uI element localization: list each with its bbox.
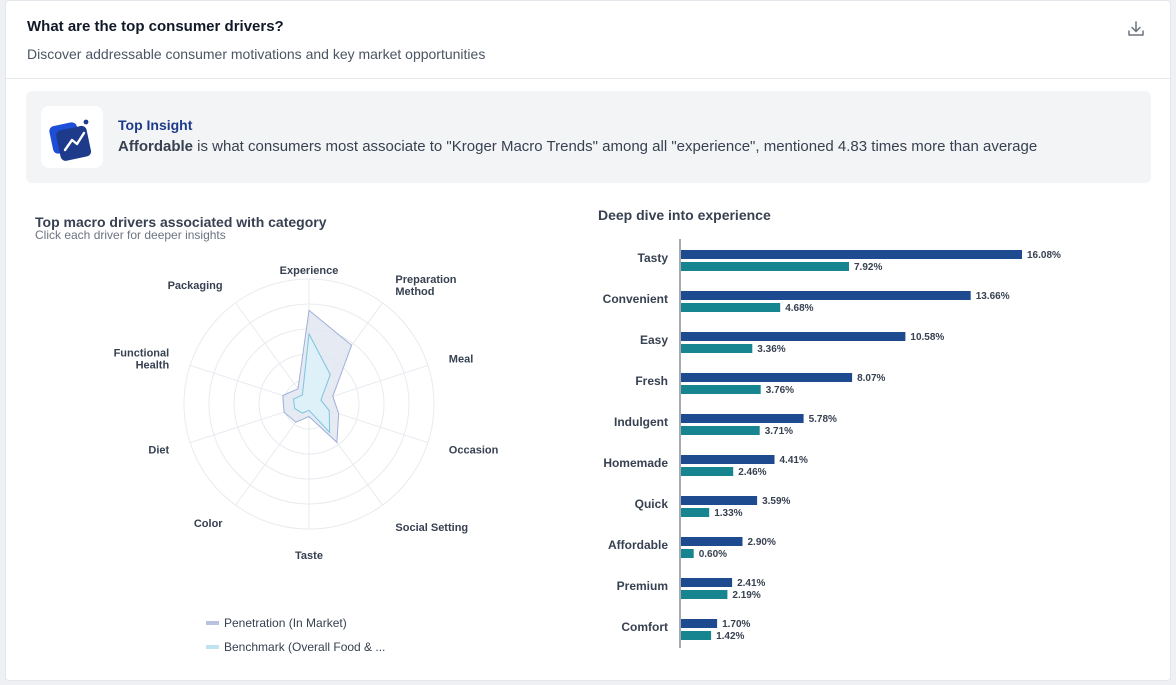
bar-quick-series-0[interactable]	[681, 496, 758, 505]
insight-highlight: Affordable	[118, 138, 193, 155]
radar-axis-label-line: Meal	[449, 354, 473, 366]
bar-category-label[interactable]: Fresh	[635, 374, 668, 388]
bar-homemade-series-1[interactable]	[681, 467, 734, 476]
legend-item-benchmark[interactable]: Benchmark (Overall Food & ...	[206, 635, 385, 659]
radar-axis-label-line: Diet	[148, 444, 169, 456]
insight-label: Top Insight	[118, 117, 193, 133]
radar-axis-label[interactable]: Taste	[295, 550, 323, 562]
bar-value-label: 0.60%	[699, 549, 727, 560]
bar-value-label: 10.58%	[910, 332, 944, 343]
radar-axis-label-line: Health	[136, 360, 170, 372]
legend-swatch-penetration	[206, 621, 219, 625]
bar-value-label: 16.08%	[1027, 250, 1061, 261]
insight-text: Affordable is what consumers most associ…	[118, 138, 1037, 155]
bar-value-label: 4.68%	[785, 303, 813, 314]
bar-chart: Tasty 16.08% 7.92% Convenient 13.66% 4.68% Eas…	[603, 239, 1061, 648]
drivers-card: What are the top consumer drivers? Disco…	[5, 0, 1171, 681]
bar-value-label: 1.70%	[722, 619, 750, 630]
bar-premium-series-1[interactable]	[681, 590, 728, 599]
radar-axis-label[interactable]: Diet	[148, 444, 169, 456]
legend-label-penetration: Penetration (In Market)	[224, 616, 347, 630]
bar-homemade-series-0[interactable]	[681, 455, 775, 464]
bars-title: Deep dive into experience	[598, 207, 771, 223]
radar-axis-label-line: Preparation	[395, 274, 456, 286]
radar-axis-label[interactable]: Meal	[449, 354, 473, 366]
bar-category-label[interactable]: Quick	[635, 497, 669, 511]
radar-legend: Penetration (In Market) Benchmark (Overa…	[206, 611, 385, 659]
radar-axis-label-line: Taste	[295, 550, 323, 562]
radar-axis-label-line: Experience	[280, 265, 339, 277]
radar-axis-label-line: Packaging	[168, 280, 223, 292]
bar-value-label: 3.36%	[757, 344, 785, 355]
radar-axis-label[interactable]: Preparation Method	[395, 274, 456, 298]
radar-axis-label[interactable]: Experience	[280, 265, 339, 277]
bar-value-label: 2.90%	[748, 537, 776, 548]
radar-title: Top macro drivers associated with catego…	[35, 214, 327, 230]
legend-item-penetration[interactable]: Penetration (In Market)	[206, 611, 385, 635]
bar-category-label[interactable]: Homemade	[603, 456, 668, 470]
radar-axis-label-line: Social Setting	[395, 522, 468, 534]
insight-body: is what consumers most associate to "Kro…	[193, 138, 1038, 155]
legend-swatch-benchmark	[206, 645, 219, 649]
bar-category-label[interactable]: Premium	[617, 579, 668, 593]
bar-category-label[interactable]: Tasty	[638, 251, 669, 265]
bar-value-label: 13.66%	[976, 291, 1010, 302]
legend-label-benchmark: Benchmark (Overall Food & ...	[224, 640, 386, 654]
bar-affordable-series-0[interactable]	[681, 537, 743, 546]
bar-indulgent-series-0[interactable]	[681, 414, 804, 423]
card-header: What are the top consumer drivers? Disco…	[6, 1, 1170, 79]
download-icon[interactable]	[1126, 19, 1146, 39]
bar-value-label: 1.42%	[716, 631, 744, 642]
radar-axis-label[interactable]: Functional Health	[114, 348, 170, 372]
bar-value-label: 3.71%	[765, 426, 793, 437]
bar-value-label: 3.76%	[766, 385, 794, 396]
bar-tasty-series-0[interactable]	[681, 250, 1022, 259]
bar-value-label: 4.41%	[780, 455, 808, 466]
bar-value-label: 3.59%	[762, 496, 790, 507]
bar-comfort-series-0[interactable]	[681, 619, 718, 628]
bar-affordable-series-1[interactable]	[681, 549, 694, 558]
radar-axis-label[interactable]: Color	[194, 518, 223, 530]
trend-chart-icon	[41, 106, 103, 168]
bar-category-label[interactable]: Convenient	[603, 292, 668, 306]
bar-category-label[interactable]: Affordable	[608, 538, 668, 552]
bar-category-label[interactable]: Easy	[640, 333, 668, 347]
bar-quick-series-1[interactable]	[681, 508, 710, 517]
radar-series-1	[292, 332, 331, 434]
bar-value-label: 2.46%	[738, 467, 766, 478]
radar-axis-label-line: Occasion	[449, 444, 499, 456]
card-subtitle: Discover addressable consumer motivation…	[27, 46, 486, 62]
radar-axis-label-line: Color	[194, 518, 223, 530]
bar-category-label[interactable]: Indulgent	[614, 415, 668, 429]
bar-easy-series-1[interactable]	[681, 344, 753, 353]
radar-axis-label-line: Functional	[114, 348, 170, 360]
bar-easy-series-0[interactable]	[681, 332, 906, 341]
bar-value-label: 2.19%	[732, 590, 760, 601]
radar-chart: Experience Preparation Method Meal Occasion S…	[114, 265, 499, 562]
radar-axis-label-line: Method	[395, 286, 434, 298]
bar-fresh-series-0[interactable]	[681, 373, 853, 382]
radar-spoke	[235, 302, 310, 405]
bar-convenient-series-0[interactable]	[681, 291, 971, 300]
bar-value-label: 7.92%	[854, 262, 882, 273]
top-insight-panel: Top Insight Affordable is what consumers…	[26, 91, 1151, 183]
card-title: What are the top consumer drivers?	[27, 18, 284, 35]
bar-comfort-series-1[interactable]	[681, 631, 712, 640]
bar-value-label: 1.33%	[714, 508, 742, 519]
radar-axis-label[interactable]: Social Setting	[395, 522, 468, 534]
bar-premium-series-0[interactable]	[681, 578, 733, 587]
radar-axis-label[interactable]: Packaging	[168, 280, 223, 292]
bar-fresh-series-1[interactable]	[681, 385, 761, 394]
bar-value-label: 2.41%	[737, 578, 765, 589]
bar-indulgent-series-1[interactable]	[681, 426, 760, 435]
bar-tasty-series-1[interactable]	[681, 262, 849, 271]
radar-axis-label[interactable]: Occasion	[449, 444, 499, 456]
bar-value-label: 5.78%	[809, 414, 837, 425]
bar-value-label: 8.07%	[857, 373, 885, 384]
bar-convenient-series-1[interactable]	[681, 303, 781, 312]
radar-subtitle: Click each driver for deeper insights	[35, 228, 226, 242]
bar-category-label[interactable]: Comfort	[621, 620, 668, 634]
